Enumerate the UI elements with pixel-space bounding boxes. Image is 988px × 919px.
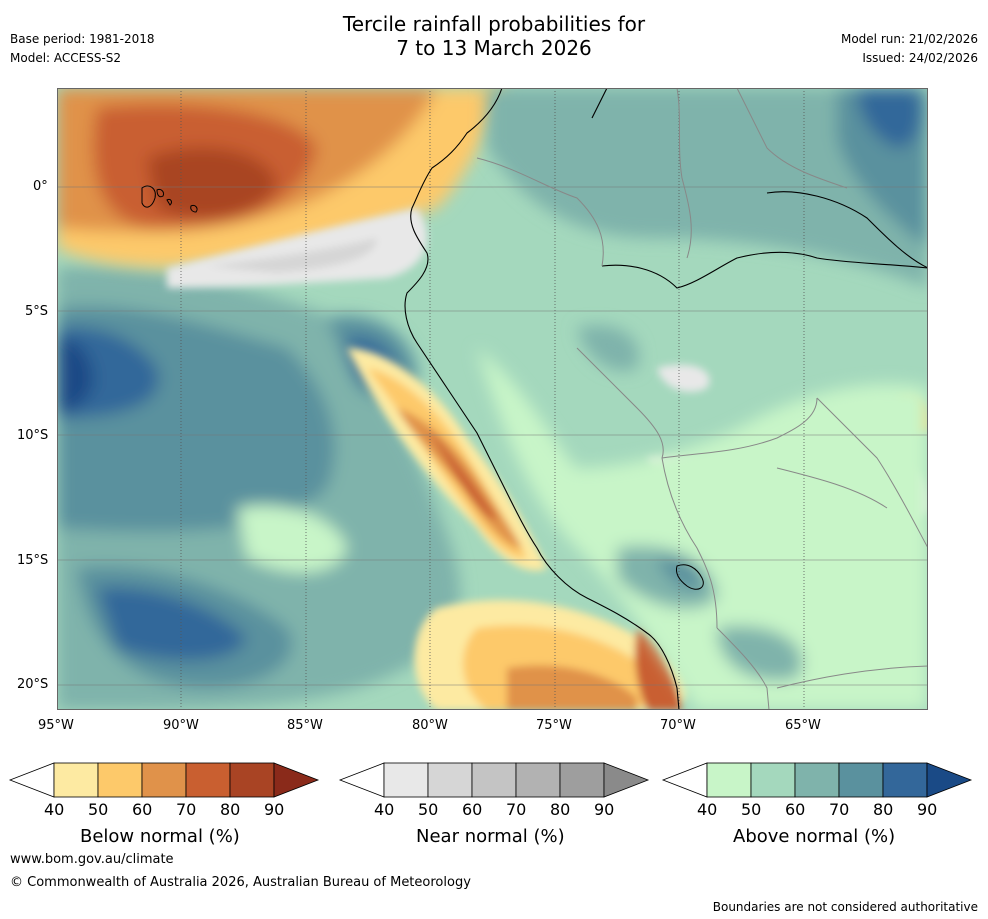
title-line-2: 7 to 13 March 2026 xyxy=(396,36,592,60)
colorbar-tick-label: 90 xyxy=(594,800,615,819)
colorbar-tick-label: 90 xyxy=(917,800,938,819)
colorbar-tick-label: 60 xyxy=(132,800,153,819)
map-svg xyxy=(57,88,928,710)
model-name: Model: ACCESS-S2 xyxy=(10,51,122,65)
lon-tick: 80°W xyxy=(412,718,448,733)
colorbar-tick-label: 90 xyxy=(264,800,285,819)
lat-tick: 15°S xyxy=(17,553,49,568)
colorbar-tick-label: 40 xyxy=(697,800,718,819)
lon-tick: 95°W xyxy=(38,718,74,733)
colorbar-segment xyxy=(559,762,605,798)
lat-tick: 20°S xyxy=(17,677,49,692)
colorbar-above-normal xyxy=(661,762,973,798)
probability-map xyxy=(57,88,928,710)
colorbar-near-normal xyxy=(338,762,650,798)
colorbar-extend-high xyxy=(926,762,973,798)
colorbar-segment xyxy=(141,762,187,798)
colorbar-segment xyxy=(882,762,928,798)
colorbar-segment xyxy=(383,762,429,798)
lat-tick: 0° xyxy=(33,179,48,194)
lon-tick: 65°W xyxy=(785,718,821,733)
colorbar-segment xyxy=(53,762,99,798)
colorbars xyxy=(8,762,973,798)
colorbar-tick-label: 40 xyxy=(374,800,395,819)
colorbar-extend-low xyxy=(338,762,385,798)
colorbar-tick-label: 60 xyxy=(462,800,483,819)
colorbar-extend-low xyxy=(8,762,55,798)
colorbar-below-normal xyxy=(8,762,320,798)
legend-label-above: Above normal (%) xyxy=(733,826,896,847)
ocean-below-normal-area xyxy=(57,88,507,268)
colorbar-segment xyxy=(97,762,143,798)
lon-tick: 75°W xyxy=(536,718,572,733)
lat-tick: 5°S xyxy=(25,304,49,319)
lon-tick: 85°W xyxy=(287,718,323,733)
base-period: Base period: 1981-2018 xyxy=(10,32,155,46)
website-link[interactable]: www.bom.gov.au/climate xyxy=(10,852,174,867)
coastline xyxy=(404,88,928,710)
colorbar-segment xyxy=(229,762,275,798)
lon-tick: 90°W xyxy=(163,718,199,733)
copyright: © Commonwealth of Australia 2026, Austra… xyxy=(10,875,471,890)
colorbar-extend-low xyxy=(661,762,708,798)
colorbar-tick-label: 80 xyxy=(550,800,571,819)
disclaimer: Boundaries are not considered authoritat… xyxy=(712,900,978,914)
colorbar-tick-label: 80 xyxy=(220,800,241,819)
colorbar-segment xyxy=(471,762,517,798)
colorbar-tick-label: 50 xyxy=(418,800,439,819)
lake-titicaca xyxy=(676,564,704,590)
map-frame xyxy=(57,88,928,710)
legend-label-near: Near normal (%) xyxy=(416,826,565,847)
colorbar-tick-label: 70 xyxy=(506,800,527,819)
lon-tick: 70°W xyxy=(660,718,696,733)
colorbar-segment xyxy=(185,762,231,798)
map-title: Tercile rainfall probabilities for 7 to … xyxy=(0,12,988,60)
colorbar-segment xyxy=(750,762,796,798)
colorbar-segment xyxy=(706,762,752,798)
land-above-normal-area xyxy=(477,88,928,710)
galapagos-islands xyxy=(141,185,198,213)
colorbar-segment xyxy=(515,762,561,798)
model-run: Model run: 21/02/2026 xyxy=(840,32,978,46)
colorbar-tick-label: 50 xyxy=(741,800,762,819)
colorbar-extend-high xyxy=(273,762,320,798)
legend-label-below: Below normal (%) xyxy=(80,826,240,847)
coastal-below-normal-area xyxy=(347,348,928,710)
issued-date: Issued: 24/02/2026 xyxy=(862,51,978,65)
colorbar-extend-high xyxy=(603,762,650,798)
lat-tick: 10°S xyxy=(17,428,49,443)
country-borders xyxy=(476,88,928,710)
colorbar-tick-label: 70 xyxy=(176,800,197,819)
colorbar-tick-label: 60 xyxy=(785,800,806,819)
colorbar-tick-label: 40 xyxy=(44,800,65,819)
colorbar-tick-label: 80 xyxy=(873,800,894,819)
colorbar-tick-label: 50 xyxy=(88,800,109,819)
colorbar-tick-label: 70 xyxy=(829,800,850,819)
colorbar-segment xyxy=(838,762,884,798)
title-line-1: Tercile rainfall probabilities for xyxy=(342,12,646,36)
colorbar-segment xyxy=(794,762,840,798)
colorbar-segment xyxy=(427,762,473,798)
